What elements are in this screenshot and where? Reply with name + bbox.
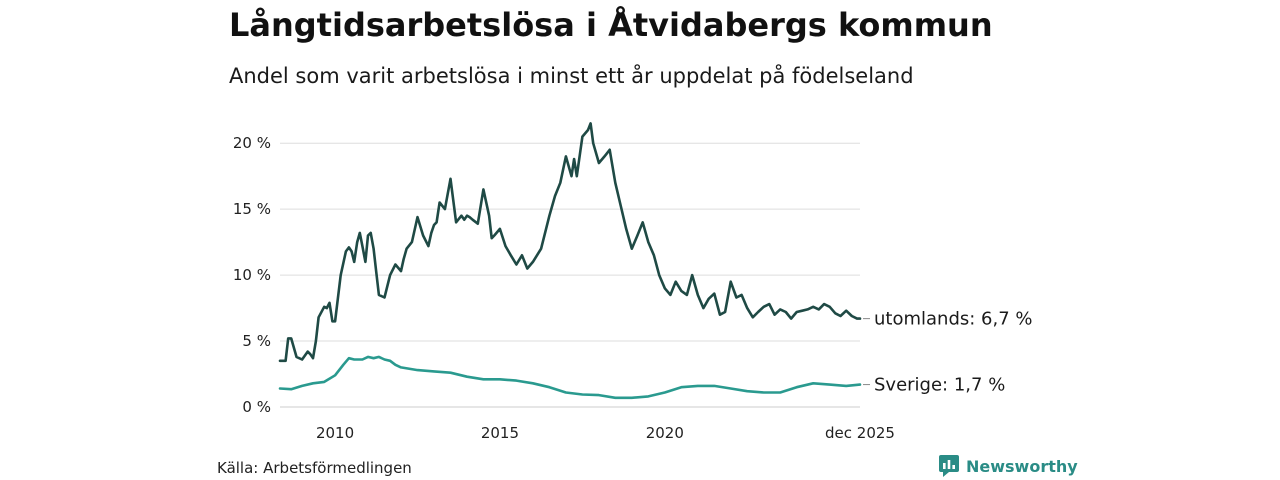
chart-title: Långtidsarbetslösa i Åtvidabergs kommun bbox=[229, 6, 993, 44]
source-note: Källa: Arbetsförmedlingen bbox=[217, 459, 412, 477]
y-tick-label: 10 % bbox=[233, 266, 271, 284]
x-tick-label: dec 2025 bbox=[825, 424, 895, 442]
series-line-utomlands bbox=[278, 122, 862, 363]
y-tick-label: 15 % bbox=[233, 200, 271, 218]
newsworthy-icon bbox=[939, 455, 959, 477]
end-label-utomlands: utomlands: 6,7 % bbox=[874, 309, 1033, 330]
y-tick-label: 5 % bbox=[242, 332, 271, 350]
x-tick-label: 2015 bbox=[481, 424, 519, 442]
x-tick-label: 2010 bbox=[316, 424, 354, 442]
x-tick-label: 2020 bbox=[646, 424, 684, 442]
y-tick-label: 20 % bbox=[233, 134, 271, 152]
brand-name: Newsworthy bbox=[966, 456, 1078, 476]
end-label-sverige: Sverige: 1,7 % bbox=[874, 375, 1005, 396]
chart-subtitle: Andel som varit arbetslösa i minst ett å… bbox=[229, 64, 914, 88]
series-line-sverige bbox=[278, 355, 862, 400]
brand-logo: Newsworthy bbox=[939, 455, 1078, 477]
y-tick-label: 0 % bbox=[242, 398, 271, 416]
